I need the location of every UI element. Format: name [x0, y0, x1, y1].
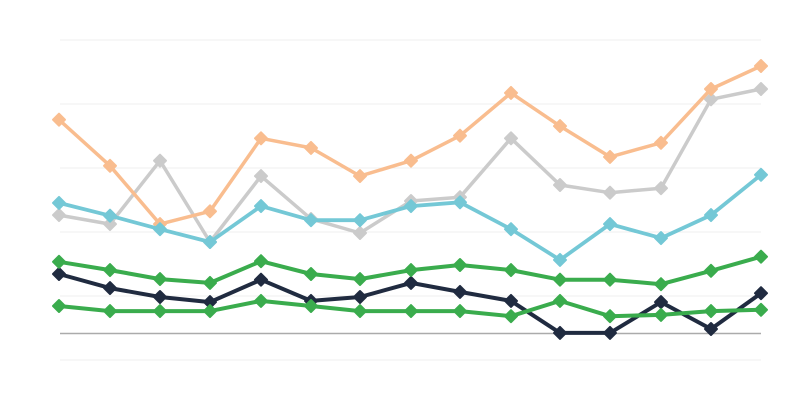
point-marker — [52, 299, 66, 313]
point-marker — [254, 169, 268, 184]
point-marker — [52, 112, 66, 127]
point-marker — [553, 325, 567, 340]
point-marker — [52, 254, 66, 269]
point-marker — [704, 304, 718, 319]
point-marker — [404, 153, 418, 168]
series-orange — [52, 59, 768, 232]
point-marker — [453, 304, 467, 319]
point-marker — [304, 213, 318, 228]
point-marker — [754, 286, 768, 301]
point-marker — [504, 222, 518, 237]
point-marker — [704, 82, 718, 96]
point-marker — [654, 307, 668, 322]
point-marker — [404, 263, 418, 278]
point-marker — [504, 85, 518, 100]
point-marker — [404, 199, 418, 214]
point-marker — [103, 281, 117, 296]
point-marker — [603, 309, 617, 324]
point-marker — [704, 92, 718, 107]
point-marker — [203, 304, 217, 319]
point-marker — [353, 304, 367, 319]
point-marker — [603, 185, 617, 200]
point-marker — [654, 135, 668, 150]
point-marker — [254, 199, 268, 214]
point-marker — [603, 149, 617, 164]
series-green-lower-points — [52, 293, 768, 324]
point-marker — [254, 293, 268, 308]
point-marker — [704, 263, 718, 278]
point-marker — [553, 119, 567, 134]
point-marker — [304, 140, 318, 155]
series-orange-points — [52, 59, 768, 232]
point-marker — [353, 290, 367, 304]
point-marker — [153, 222, 167, 237]
series-navy — [52, 267, 768, 340]
point-marker — [603, 272, 617, 287]
point-marker — [304, 267, 318, 281]
point-marker — [103, 217, 117, 232]
point-marker — [254, 254, 268, 269]
point-marker — [254, 272, 268, 287]
point-marker — [153, 290, 167, 304]
point-marker — [504, 293, 518, 308]
point-marker — [353, 169, 367, 184]
point-marker — [103, 304, 117, 319]
point-marker — [52, 195, 66, 210]
point-marker — [203, 275, 217, 290]
point-marker — [603, 325, 617, 340]
point-marker — [353, 226, 367, 240]
point-marker — [153, 304, 167, 319]
point-marker — [754, 249, 768, 264]
point-marker — [704, 208, 718, 223]
point-marker — [453, 284, 467, 299]
point-marker — [453, 128, 467, 143]
point-marker — [52, 267, 66, 281]
point-marker — [654, 181, 668, 196]
point-marker — [203, 235, 217, 249]
series-cyan-points — [52, 167, 768, 267]
point-marker — [754, 82, 768, 96]
point-marker — [404, 304, 418, 319]
point-marker — [553, 178, 567, 192]
point-marker — [153, 153, 167, 168]
point-marker — [504, 309, 518, 324]
point-marker — [52, 208, 66, 223]
point-marker — [654, 277, 668, 292]
point-marker — [504, 131, 518, 146]
series-green-lower — [52, 293, 768, 324]
series-navy-points — [52, 267, 768, 340]
point-marker — [553, 272, 567, 287]
point-marker — [304, 299, 318, 313]
point-marker — [404, 275, 418, 290]
point-marker — [553, 293, 567, 308]
point-marker — [704, 322, 718, 336]
point-marker — [103, 158, 117, 173]
point-marker — [103, 208, 117, 223]
point-marker — [103, 263, 117, 278]
point-marker — [153, 272, 167, 287]
series-green-upper — [52, 249, 768, 292]
point-marker — [754, 302, 768, 317]
point-marker — [553, 252, 567, 267]
point-marker — [504, 263, 518, 278]
point-marker — [453, 195, 467, 210]
point-marker — [353, 213, 367, 228]
point-marker — [754, 59, 768, 73]
series-green-upper-points — [52, 249, 768, 292]
point-marker — [603, 217, 617, 232]
series-cyan — [52, 167, 768, 267]
point-marker — [254, 131, 268, 146]
point-marker — [203, 204, 217, 219]
point-marker — [453, 258, 467, 272]
point-marker — [654, 231, 668, 246]
point-marker — [353, 272, 367, 287]
point-marker — [754, 167, 768, 182]
